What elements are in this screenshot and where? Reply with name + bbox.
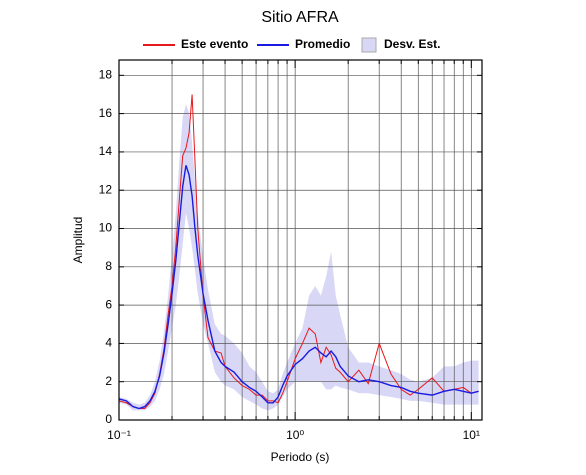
x-tick-label: 10⁰ [286,428,304,442]
y-tick-label: 18 [99,67,113,81]
std-band [119,104,479,411]
legend: Este evento Promedio Desv. Est. [143,37,440,53]
y-tick-label: 14 [99,144,113,158]
legend-label: Este evento [181,37,248,51]
y-tick-label: 12 [99,182,113,196]
x-tick-label: 10¹ [463,428,480,442]
plot-frame [118,59,483,421]
y-tick-label: 10 [99,221,113,235]
series-line [118,94,479,410]
y-tick-label: 6 [105,297,112,311]
x-tick-label: 10⁻¹ [107,428,131,442]
y-axis-label: Amplitud [71,217,85,264]
legend-swatch [361,37,377,53]
legend-label: Promedio [295,37,350,51]
chart-title: Sitio AFRA [261,9,339,26]
y-tick-label: 16 [99,106,113,120]
series-line [118,165,479,410]
plot-area: 0 2 4 6 8 10 12 14 16 18 10⁻¹ 10⁰ 10¹ [99,59,483,442]
legend-label: Desv. Est. [384,37,440,51]
x-axis-label: Periodo (s) [271,450,330,464]
y-tick-label: 8 [105,259,112,273]
y-tick-label: 2 [105,374,112,388]
y-tick-label: 4 [105,336,112,350]
y-tick-label: 0 [105,412,112,426]
